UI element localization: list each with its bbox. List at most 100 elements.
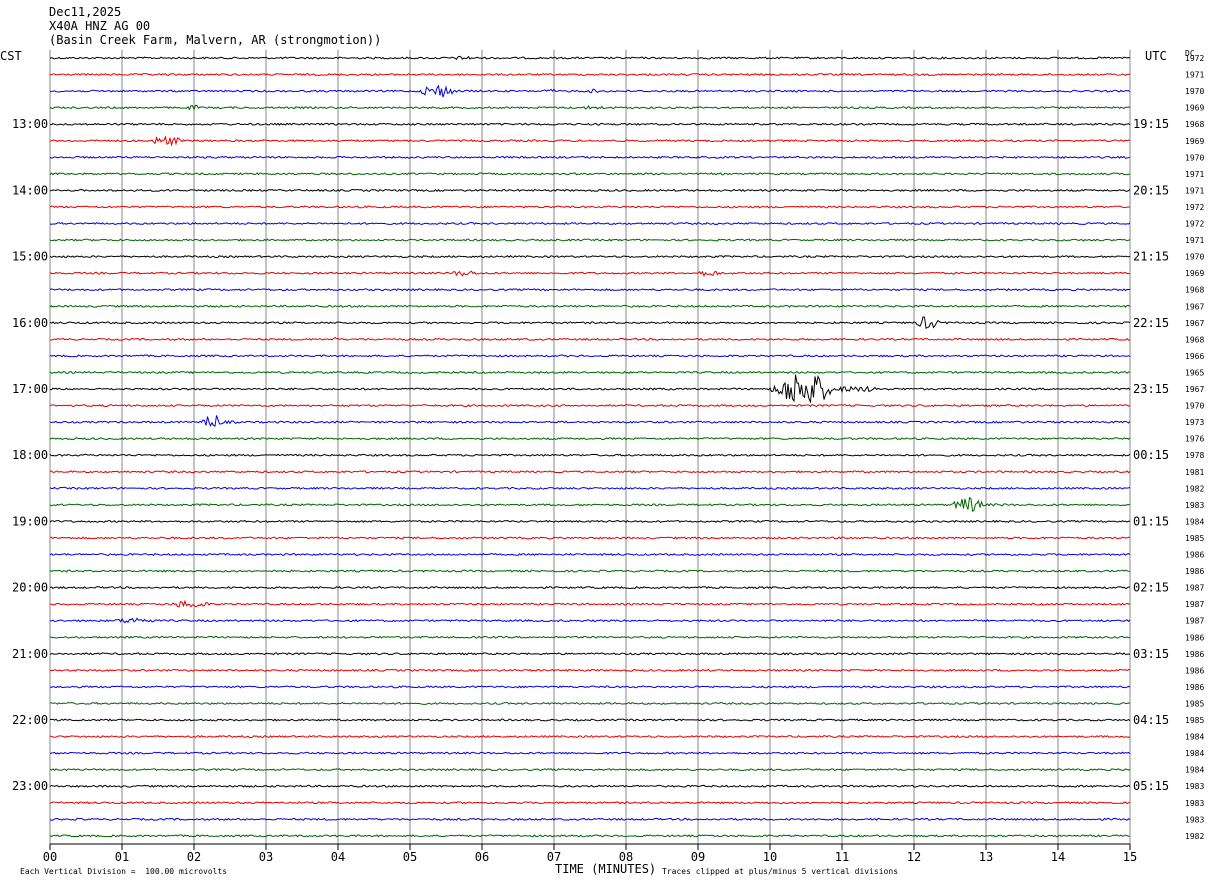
right-timezone-label: UTC <box>1145 49 1167 63</box>
left-time-label: 22:00 <box>12 713 48 727</box>
seismic-trace <box>49 221 1131 226</box>
dc-offset-label: 1973 <box>1185 418 1204 427</box>
seismic-trace <box>49 254 1131 259</box>
right-time-label: 02:15 <box>1133 581 1169 595</box>
dc-offset-label: 1968 <box>1185 286 1204 295</box>
dc-offset-label: 1983 <box>1185 501 1204 510</box>
right-time-label: 05:15 <box>1133 779 1169 793</box>
left-time-label: 13:00 <box>12 117 48 131</box>
seismic-trace <box>49 617 1131 624</box>
location-label: (Basin Creek Farm, Malvern, AR (strongmo… <box>49 33 382 47</box>
seismic-trace <box>49 817 1131 821</box>
dc-offset-label: 1982 <box>1185 484 1204 493</box>
dc-offset-label: 1970 <box>1185 153 1204 162</box>
dc-offset-label: 1984 <box>1185 749 1204 758</box>
seismic-trace <box>49 701 1131 705</box>
dc-offset-label: 1983 <box>1185 799 1204 808</box>
scale-note: Each Vertical Division = 100.00 microvol… <box>20 867 228 876</box>
left-time-label: 17:00 <box>12 382 48 396</box>
seismic-trace <box>49 104 1131 111</box>
seismic-trace <box>49 586 1131 590</box>
seismic-trace <box>49 155 1131 159</box>
clip-note: Traces clipped at plus/minus 5 vertical … <box>662 867 899 876</box>
right-time-label: 21:15 <box>1133 250 1169 264</box>
seismic-trace <box>49 354 1131 358</box>
dc-offset-label: 1986 <box>1185 650 1204 659</box>
x-tick-label: 13 <box>979 850 993 864</box>
seismic-trace <box>49 470 1131 474</box>
seismic-trace <box>49 55 1131 60</box>
seismic-trace <box>49 288 1131 292</box>
dc-label: DC <box>1185 49 1195 58</box>
x-tick-label: 02 <box>187 850 201 864</box>
seismic-trace <box>49 652 1131 656</box>
left-time-label: 15:00 <box>12 250 48 264</box>
seismic-trace <box>49 172 1131 176</box>
dc-offset-label: 1972 <box>1185 220 1204 229</box>
dc-offset-label: 1986 <box>1185 633 1204 642</box>
seismic-trace <box>49 685 1131 689</box>
dc-offset-label: 1982 <box>1185 832 1204 841</box>
dc-offset-label: 1987 <box>1185 600 1204 609</box>
right-time-label: 23:15 <box>1133 382 1169 396</box>
seismic-trace <box>49 834 1131 838</box>
right-time-label: 01:15 <box>1133 514 1169 528</box>
dc-offset-label: 1967 <box>1185 302 1204 311</box>
x-tick-label: 05 <box>403 850 417 864</box>
dc-offset-label: 1986 <box>1185 567 1204 576</box>
left-time-label: 16:00 <box>12 316 48 330</box>
seismic-trace <box>49 635 1131 639</box>
left-time-label: 19:00 <box>12 514 48 528</box>
left-time-label: 20:00 <box>12 581 48 595</box>
left-timezone-label: CST <box>0 49 22 63</box>
dc-offset-label: 1981 <box>1185 468 1204 477</box>
dc-offset-label: 1971 <box>1185 170 1204 179</box>
seismic-trace <box>49 205 1131 209</box>
seismic-trace <box>49 496 1131 512</box>
seismic-trace <box>49 599 1131 608</box>
x-tick-label: 08 <box>619 850 633 864</box>
seismic-trace <box>49 238 1131 242</box>
right-time-label: 03:15 <box>1133 647 1169 661</box>
station-label: X40A HNZ AG 00 <box>49 19 151 33</box>
dc-offset-label: 1985 <box>1185 699 1204 708</box>
dc-offset-label: 1986 <box>1185 551 1204 560</box>
right-time-label: 20:15 <box>1133 183 1169 197</box>
date-label: Dec11,2025 <box>49 5 122 19</box>
dc-offset-label: 1969 <box>1185 137 1204 146</box>
seismic-trace <box>49 415 1131 427</box>
seismic-trace <box>49 486 1131 490</box>
seismic-trace <box>49 336 1131 341</box>
grid-lines <box>49 50 1131 850</box>
seismic-trace <box>49 316 1131 329</box>
seismic-trace <box>49 437 1131 441</box>
dc-offset-label: 1985 <box>1185 534 1204 543</box>
dc-offset-label: 1972 <box>1185 54 1204 63</box>
x-tick-label: 12 <box>907 850 921 864</box>
seismic-trace <box>49 84 1131 98</box>
dc-offset-label: 1967 <box>1185 319 1204 328</box>
dc-offset-label: 1969 <box>1185 269 1204 278</box>
dc-offset-label: 1972 <box>1185 203 1204 212</box>
dc-offset-label: 1983 <box>1185 815 1204 824</box>
dc-offset-label: 1971 <box>1185 71 1204 80</box>
x-tick-label: 07 <box>547 850 561 864</box>
left-time-label: 18:00 <box>12 448 48 462</box>
dc-offset-label: 1976 <box>1185 435 1204 444</box>
dc-offset-label: 1987 <box>1185 617 1204 626</box>
dc-offset-label: 1983 <box>1185 782 1204 791</box>
dc-offset-label: 1970 <box>1185 253 1204 262</box>
seismic-trace <box>49 135 1131 147</box>
dc-offset-label: 1965 <box>1185 368 1204 377</box>
seismic-trace <box>49 784 1131 788</box>
dc-offset-label: 1986 <box>1185 666 1204 675</box>
dc-offset-label: 1969 <box>1185 104 1204 113</box>
right-time-label: 22:15 <box>1133 316 1169 330</box>
dc-offset-label: 1970 <box>1185 402 1204 411</box>
right-time-label: 00:15 <box>1133 448 1169 462</box>
right-time-label: 04:15 <box>1133 713 1169 727</box>
x-tick-label: 10 <box>763 850 777 864</box>
seismic-trace <box>49 374 1131 404</box>
x-tick-label: 15 <box>1123 850 1137 864</box>
